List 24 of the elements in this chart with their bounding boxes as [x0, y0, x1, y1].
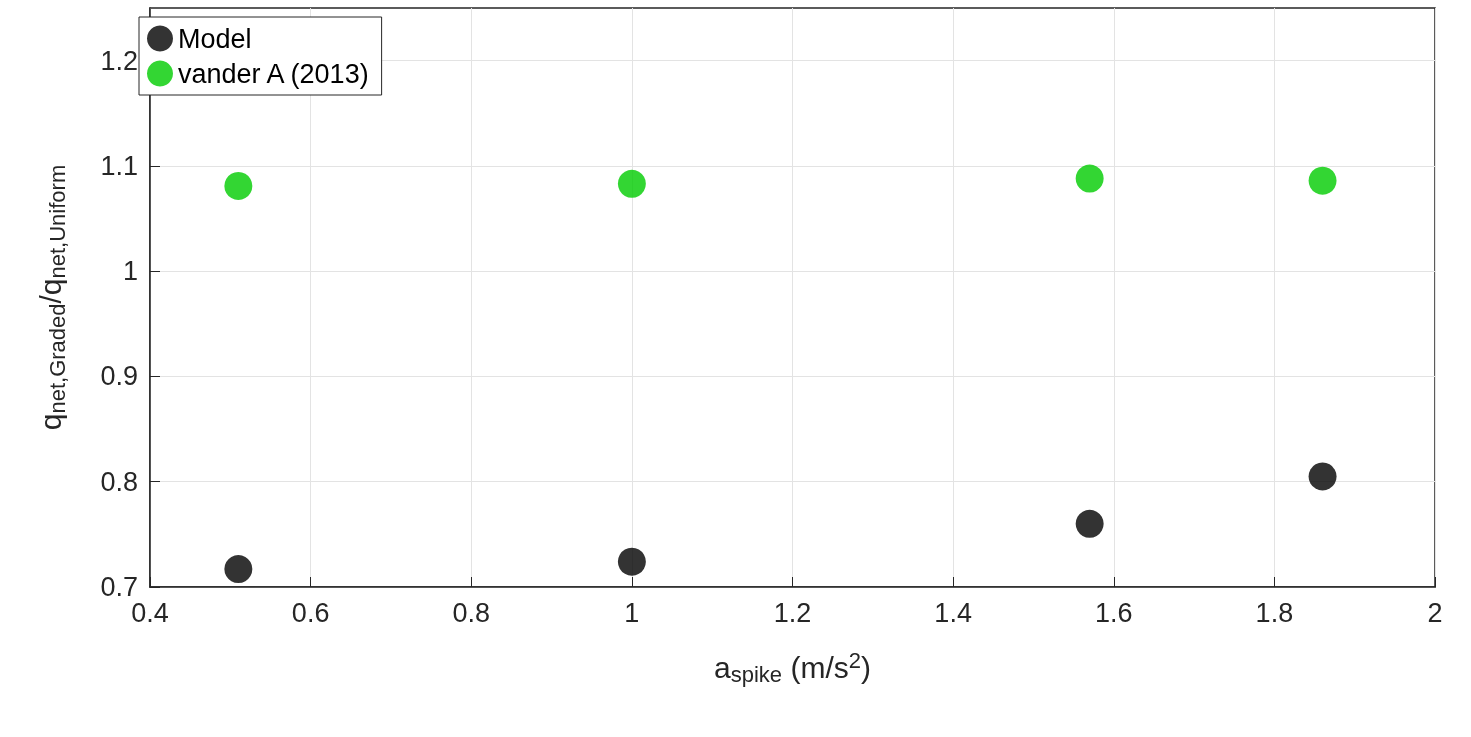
legend-label: Model [178, 23, 252, 54]
point [617, 169, 646, 198]
point [224, 171, 253, 200]
x-tick-label: 1.4 [934, 597, 972, 628]
x-tick-label: 2 [1427, 597, 1443, 628]
y-tick-label: 0.9 [100, 361, 138, 392]
point [1308, 462, 1337, 491]
y-tick-label: 0.8 [100, 466, 138, 497]
y-tick-label: 1.1 [100, 150, 138, 181]
x-tick-label: 1 [624, 597, 640, 628]
y-axis-title: qnet,Graded/qnet,Uniform [33, 164, 70, 431]
x-tick-label: 0.6 [291, 597, 330, 628]
y-tick-label: 1 [122, 256, 138, 287]
point [1075, 509, 1104, 538]
point [1308, 166, 1337, 195]
x-tick-label: 1.6 [1094, 597, 1133, 628]
point [224, 555, 253, 584]
y-tick-label: 1.2 [100, 45, 138, 76]
point [1075, 164, 1104, 193]
legend-label: vander A (2013) [178, 58, 369, 89]
x-tick-label: 1.2 [773, 597, 812, 628]
x-tick-label: 1.8 [1255, 597, 1294, 628]
point [617, 547, 646, 576]
x-tick-label: 0.8 [452, 597, 491, 628]
